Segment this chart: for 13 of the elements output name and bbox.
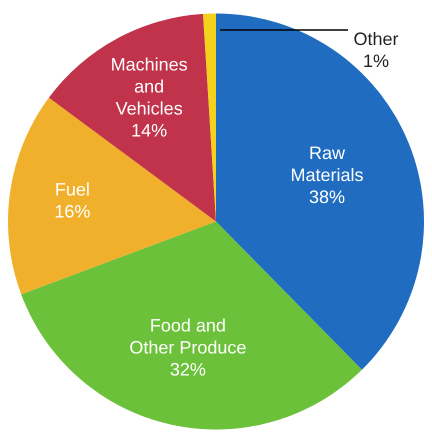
slice-label: Fuel (54, 179, 90, 200)
slice-label: Food and Other Produce (129, 315, 246, 358)
data-label: 32% (170, 359, 206, 380)
data-label: 1% (362, 51, 390, 71)
slice-label: Other (353, 29, 399, 49)
slice-label: Raw Materials (290, 143, 364, 186)
pie-slice (8, 98, 216, 294)
data-label: 14% (131, 120, 168, 140)
pie-slice (48, 14, 216, 222)
data-label: 38% (309, 187, 346, 208)
data-label: 16% (54, 201, 90, 222)
pie-slice (21, 222, 362, 430)
slice-label: Machines and Vehicles (110, 54, 188, 118)
